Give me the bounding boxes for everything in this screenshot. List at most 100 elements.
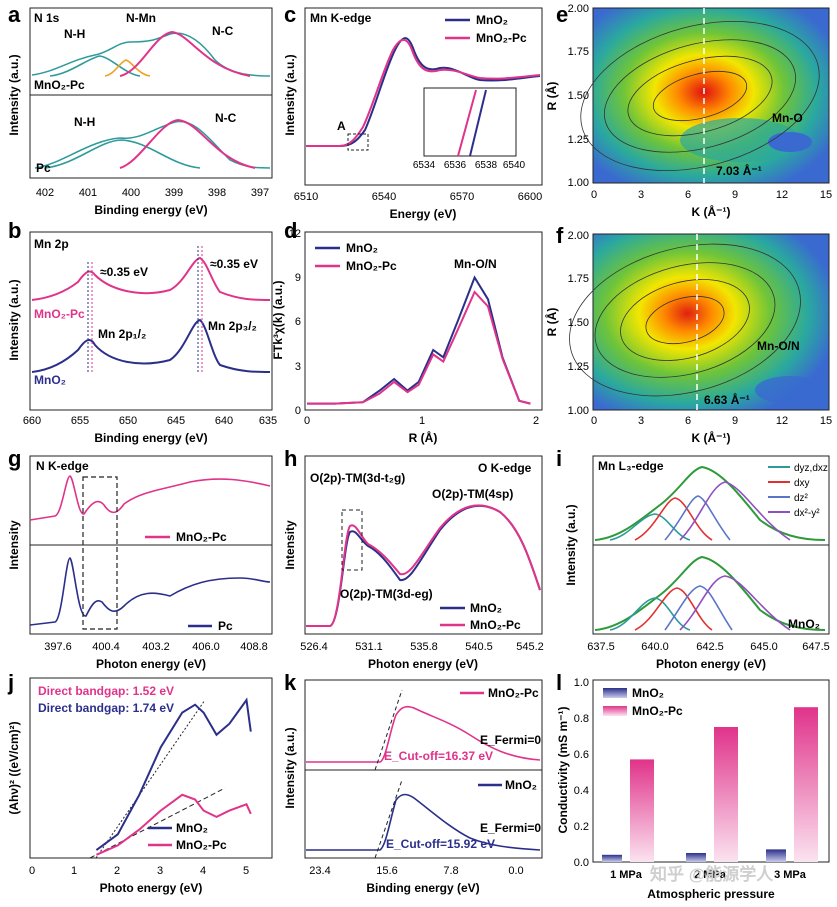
panel-j-xlabel: Photo energy (eV) xyxy=(100,881,203,895)
panel-k-fermi-bot: E_Fermi=0 xyxy=(480,821,541,835)
panel-k-top-sample: MnO₂-Pc xyxy=(488,686,539,700)
panel-d: d MnO₂ MnO₂-Pc Mn-O/N 0 3 6 9 12 0 1 2 R… xyxy=(271,218,543,445)
panel-b-ylabel: Intensity (a.u.) xyxy=(7,279,21,360)
panel-d-letter: d xyxy=(284,218,297,243)
panel-d-ytick: 12 xyxy=(289,228,301,240)
panel-c: c Mn K-edge A 6534 6536 6538 6540 MnO₂ M… xyxy=(283,2,543,221)
panel-i-top-dyz xyxy=(609,513,691,541)
panel-b-xtick: 645 xyxy=(167,415,185,427)
panel-h-xtick: 531.1 xyxy=(355,641,383,653)
panel-l-ytick: 0.8 xyxy=(574,713,589,725)
panel-l-ytick: 0.4 xyxy=(574,785,589,797)
panel-k-xlabel: Binding energy (eV) xyxy=(366,881,479,895)
panel-a-top-nc xyxy=(119,30,251,77)
panel-d-peak-label: Mn-O/N xyxy=(454,257,497,271)
panel-a-label-nmn: N-Mn xyxy=(126,11,156,25)
panel-f-xlabel: K (Å⁻¹) xyxy=(692,430,731,445)
panel-i-title: Mn L₃-edge xyxy=(598,459,664,473)
panel-l-legend-swatch xyxy=(603,688,627,698)
panel-c-xtick: 6600 xyxy=(518,191,542,203)
panel-c-mno2-line xyxy=(306,37,541,147)
panel-e-ytick: 1.25 xyxy=(568,134,589,146)
panel-h-xlabel: Photon energy (eV) xyxy=(368,657,478,671)
panel-e-label: Mn-O xyxy=(772,111,803,125)
panel-a-bot-sample: Pc xyxy=(36,161,51,175)
panel-e-xtick: 15 xyxy=(820,189,832,201)
panel-h-label-t2g: O(2p)-TM(3d-t₂g) xyxy=(310,471,405,485)
panel-k-fermi-top: E_Fermi=0 xyxy=(480,733,541,747)
panel-d-legend-mno2: MnO₂ xyxy=(346,241,378,255)
watermark: 知乎 @能源学人 xyxy=(649,864,774,884)
panel-a-top-nmn xyxy=(104,59,151,77)
panel-g-xtick: 400.4 xyxy=(92,641,120,653)
panel-c-marker: A xyxy=(337,119,346,133)
panel-g-top-sample: MnO₂-Pc xyxy=(176,530,227,544)
panel-d-xtick: 0 xyxy=(304,415,310,427)
panel-e-ytick: 1.50 xyxy=(568,90,589,102)
panel-i-top-dx2y2 xyxy=(679,481,791,541)
panel-f-xtick: 3 xyxy=(638,415,644,427)
panel-b-letter: b xyxy=(8,218,21,243)
panel-g-ylabel: Intensity xyxy=(7,520,21,570)
panel-a-xtick: 397 xyxy=(251,187,269,199)
panel-c-ylabel: Intensity (a.u.) xyxy=(283,54,297,135)
panel-i-letter: i xyxy=(556,446,562,471)
panel-l-bar-mno2 xyxy=(766,849,786,862)
panel-l-bar-mno2pc xyxy=(794,707,818,862)
panel-j-legend-mno2: MnO₂ xyxy=(176,821,208,835)
panel-b-mno2-line xyxy=(31,318,271,373)
panel-h-title: O K-edge xyxy=(478,461,532,475)
panel-j-tangent xyxy=(89,787,226,859)
panel-f-letter: f xyxy=(556,223,564,248)
panel-i-legend-dxy: dxy xyxy=(794,478,810,489)
panel-f-ytick: 1.75 xyxy=(568,273,589,285)
panel-h-ylabel: Intensity xyxy=(283,520,297,570)
panel-g-mno2pc-line xyxy=(29,475,271,521)
panel-e-contour-blob xyxy=(768,132,812,152)
panel-h-frame xyxy=(304,455,543,635)
panel-c-xtick: 6570 xyxy=(450,191,474,203)
panel-f-ytick: 1.00 xyxy=(568,405,589,417)
panel-i-bot-dyz xyxy=(609,597,691,631)
panel-j-gap2: Direct bandgap: 1.74 eV xyxy=(38,701,174,715)
panel-a-bot-nc xyxy=(119,118,256,169)
panel-j-xtick: 5 xyxy=(243,865,249,877)
panel-c-zoom-box xyxy=(347,133,369,151)
panel-j-xtick: 2 xyxy=(114,865,120,877)
panel-k-tangent xyxy=(374,689,403,771)
panel-l: l MnO₂ MnO₂-Pc 0.0 0.2 0.4 0.6 0.8 1.0 1 MPa 2… xyxy=(556,670,830,901)
panel-b-peak1: Mn 2p₁/₂ xyxy=(98,327,146,341)
panel-c-inset-xtick: 6540 xyxy=(503,160,526,171)
panel-a-xlabel: Binding energy (eV) xyxy=(94,203,207,217)
panel-c-xtick: 6540 xyxy=(372,191,396,203)
panel-f: f 6.63 Å⁻¹ Mn-O/N 1.00 1.25 1.50 1.75 2.… xyxy=(544,223,832,445)
panel-a-bot-label-nh: N-H xyxy=(74,115,95,129)
panel-i-xtick: 637.5 xyxy=(587,641,615,653)
panel-f-label: Mn-O/N xyxy=(757,339,800,353)
panel-i-xtick: 647.5 xyxy=(802,641,830,653)
panel-g-letter: g xyxy=(8,446,21,471)
panel-f-contour-blob xyxy=(755,376,825,404)
panel-f-ytick: 1.25 xyxy=(568,361,589,373)
panel-k-xtick: 23.4 xyxy=(309,865,330,877)
panel-e-contour xyxy=(627,55,773,137)
panel-l-legend-mno2pc: MnO₂-Pc xyxy=(632,704,683,718)
panel-i-legend-dz2: dz² xyxy=(794,493,809,504)
panel-d-ytick: 0 xyxy=(295,405,301,417)
panel-l-yticks: 0.0 0.2 0.4 0.6 0.8 1.0 xyxy=(574,677,589,869)
panel-k-xtick: 0.0 xyxy=(508,865,523,877)
panel-i-xtick: 645.0 xyxy=(750,641,778,653)
panel-e-contour xyxy=(603,39,797,153)
panel-a-xtick: 401 xyxy=(79,187,97,199)
panel-e-xtick: 9 xyxy=(732,189,738,201)
panel-l-xtick: 1 MPa xyxy=(610,869,643,881)
panel-b-frame xyxy=(29,231,273,411)
panel-j-xtick: 3 xyxy=(157,865,163,877)
panel-i-legend-dx2y2: dx²-y² xyxy=(794,508,820,519)
panel-i-xlabel: Photon energy (eV) xyxy=(656,657,766,671)
panel-g-bot-sample: Pc xyxy=(218,619,233,633)
panel-i-xtick: 640.0 xyxy=(641,641,669,653)
panel-c-inset xyxy=(423,87,517,157)
panel-c-frame xyxy=(304,7,543,186)
panel-f-ylabel: R (Å) xyxy=(544,308,559,337)
